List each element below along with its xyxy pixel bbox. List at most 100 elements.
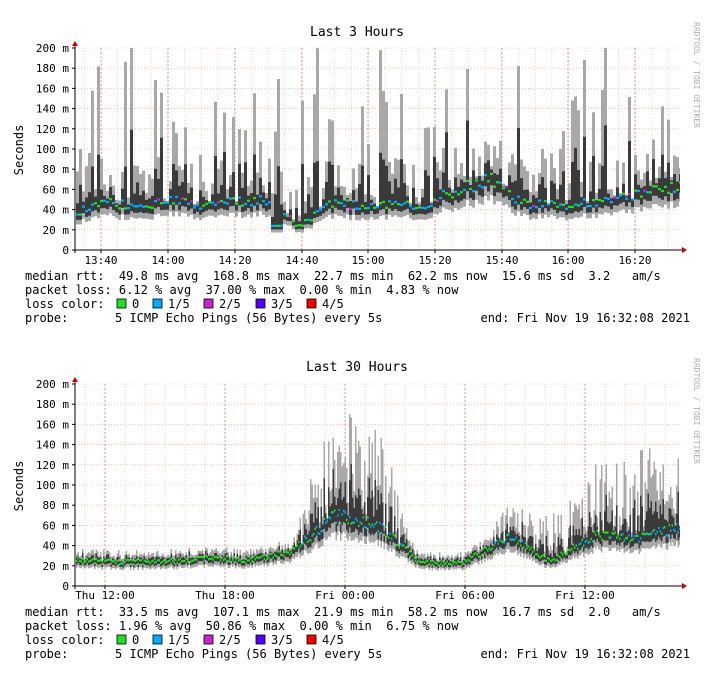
smoke-band-inner — [361, 509, 363, 533]
median-marker — [425, 560, 427, 563]
smoke-band-inner — [475, 178, 478, 191]
median-marker — [187, 560, 189, 563]
median-marker — [199, 207, 202, 210]
median-marker — [316, 210, 319, 213]
median-marker — [85, 560, 87, 563]
axes — [72, 377, 687, 589]
median-marker — [263, 557, 265, 561]
median-marker — [557, 554, 559, 557]
loss-color-label-item: 2/5 — [219, 633, 241, 647]
median-marker — [173, 561, 175, 565]
smoke-band-inner — [109, 187, 112, 207]
median-marker — [112, 201, 115, 205]
x-tick-label: Fri 00:00 — [315, 589, 375, 602]
median-marker — [665, 534, 667, 537]
smoke-band-inner — [493, 173, 496, 197]
median-marker — [467, 558, 469, 561]
median-marker — [562, 203, 565, 206]
smoke-band-inner — [349, 480, 351, 528]
median-marker — [532, 550, 534, 554]
smoke-band-inner — [433, 156, 436, 208]
median-marker — [269, 553, 271, 556]
y-tick-label: 140 m — [36, 103, 69, 116]
median-marker — [292, 546, 294, 550]
smoke-band-inner — [532, 195, 535, 213]
smoke-band-inner — [533, 549, 535, 556]
median-marker — [574, 203, 577, 206]
smoke-band-inner — [628, 530, 630, 543]
smoke-band-inner — [403, 183, 406, 211]
median-marker — [400, 542, 402, 546]
smoke-band-inner — [230, 554, 232, 561]
smoke-band-inner — [674, 525, 676, 540]
median-marker — [136, 558, 138, 562]
smoke-band-inner — [587, 526, 589, 550]
y-axis-arrow — [72, 377, 78, 382]
median-marker — [505, 538, 507, 541]
median-marker — [316, 525, 318, 528]
smoke-band-outer — [649, 448, 651, 549]
smoke-band-inner — [604, 125, 607, 206]
median-marker — [220, 199, 223, 203]
median-marker — [172, 560, 174, 563]
median-marker — [118, 559, 120, 562]
median-marker — [430, 204, 433, 208]
smoke-band-inner — [232, 172, 235, 206]
smoke-band-inner — [223, 152, 226, 210]
median-marker — [224, 557, 226, 560]
smoke-band-inner — [599, 512, 601, 544]
median-marker — [193, 559, 195, 562]
median-marker — [529, 206, 532, 210]
median-marker — [331, 511, 333, 514]
median-marker — [140, 558, 142, 562]
smoke-band-inner — [304, 213, 307, 225]
smoke-band-inner — [383, 531, 385, 543]
median-marker — [98, 559, 100, 562]
x-tick-label: 15:00 — [351, 254, 384, 267]
median-marker — [343, 204, 346, 207]
smoke-band-inner — [586, 203, 589, 213]
median-marker — [494, 541, 496, 545]
median-marker — [311, 534, 313, 537]
smoke-band-inner — [590, 527, 592, 546]
median-marker — [649, 533, 651, 536]
smoke-band-outer — [427, 127, 430, 219]
median-marker — [253, 555, 255, 558]
smoke-band-outer — [652, 474, 654, 547]
smoke-band-inner — [338, 488, 340, 522]
median-marker — [287, 551, 289, 554]
smoke-band-outer — [253, 93, 256, 213]
smoke-band-inner — [403, 534, 405, 552]
median-marker — [539, 556, 541, 559]
smoke-band-outer — [334, 460, 336, 532]
median-marker — [181, 197, 184, 200]
median-marker — [560, 551, 562, 554]
median-marker — [365, 526, 367, 529]
median-marker — [664, 185, 667, 189]
smoke-band-inner — [346, 198, 349, 208]
median-marker — [458, 560, 460, 563]
median-marker — [358, 524, 360, 528]
smoke-band-inner — [299, 529, 301, 553]
smoke-band-inner — [370, 498, 372, 536]
median-marker — [463, 188, 466, 191]
median-marker — [610, 536, 612, 539]
median-marker — [310, 539, 312, 542]
smoke-band-outer — [349, 414, 351, 537]
median-marker — [319, 532, 321, 536]
median-marker — [532, 204, 535, 208]
median-marker — [113, 560, 115, 563]
median-marker — [83, 560, 85, 564]
smoke-band-inner — [311, 513, 313, 544]
y-tick-label: 20 m — [43, 224, 70, 237]
median-marker — [154, 561, 156, 564]
median-marker — [670, 181, 673, 185]
median-marker — [145, 560, 147, 563]
smoke-band-inner — [178, 185, 181, 211]
smoke-band-inner — [332, 468, 334, 524]
median-marker — [355, 207, 358, 210]
loss-color-label: loss color: — [25, 633, 104, 647]
smoke-band-inner — [655, 183, 658, 196]
smoke-band-outer — [346, 467, 348, 539]
smoke-band-inner — [559, 184, 562, 212]
